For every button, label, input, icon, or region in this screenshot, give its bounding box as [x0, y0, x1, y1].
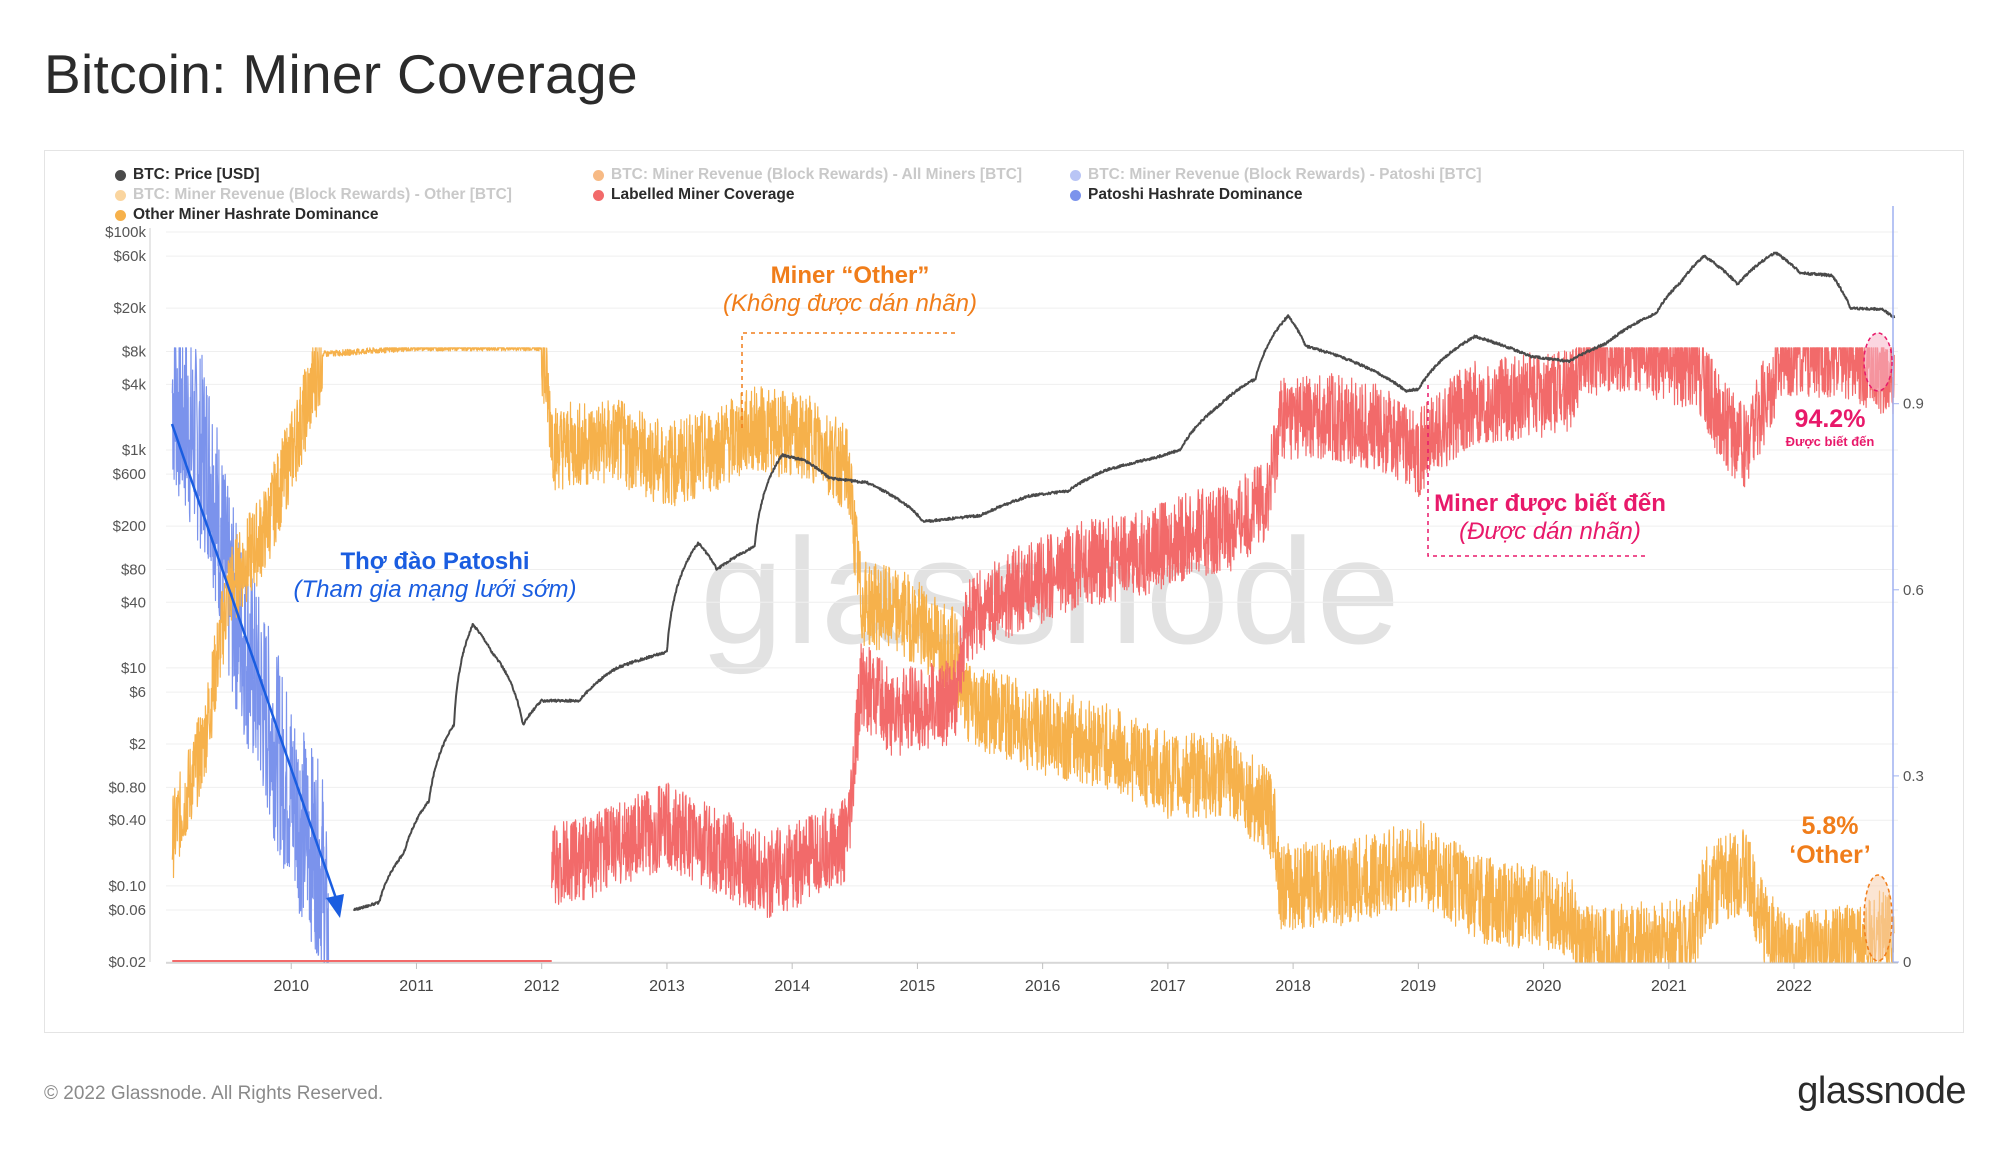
other-highlight-ellipse: [1863, 874, 1893, 962]
legend-dot: [593, 169, 604, 181]
legend-dot: [115, 169, 126, 181]
coverage-value: 94.2%: [1794, 405, 1866, 433]
page-title: Bitcoin: Miner Coverage: [44, 43, 638, 105]
y-left-tick-label: $10: [121, 660, 146, 677]
chart-frame: [44, 150, 1964, 1033]
legend-label: BTC: Miner Revenue (Block Rewards) - All…: [611, 166, 1023, 183]
x-tick-label: 2013: [649, 978, 685, 995]
x-tick-label: 2012: [524, 978, 560, 995]
legend-label: BTC: Miner Revenue (Block Rewards) - Pat…: [1088, 166, 1482, 183]
y-right-tick-label: 0.3: [1903, 768, 1924, 785]
annotation-other-miner: Miner “Other” (Không được dán nhãn): [690, 262, 1010, 318]
known-bracket: [1427, 385, 1648, 557]
legend-dot: [1070, 189, 1081, 201]
legend-item-other-dominance[interactable]: Other Miner Hashrate Dominance: [115, 206, 378, 224]
series-line: [171, 347, 1895, 963]
annotation-known-subtitle: (Được dán nhãn): [1459, 518, 1641, 545]
patoshi-arrow-line: [170, 423, 342, 911]
x-tick-label: 2014: [774, 978, 810, 995]
footer-brand-logo: glassnode: [1797, 1070, 1966, 1112]
patoshi-arrow-head: [326, 894, 344, 918]
series-layer: [171, 251, 1896, 963]
annotation-shapes: [170, 332, 1893, 962]
other-value: 5.8%: [1801, 812, 1859, 840]
other-caption: ‘Other’: [1789, 841, 1871, 869]
annotation-patoshi-title: Thợ đào Patoshi: [340, 548, 530, 575]
legend-dot: [115, 209, 126, 221]
legend-dot: [115, 189, 126, 201]
y-left-tick-label: $8k: [122, 344, 147, 361]
annotation-known-miner: Miner được biết đến (Được dán nhãn): [1400, 490, 1700, 546]
y-left-tick-label: $0.06: [108, 902, 146, 919]
annotation-patoshi: Thợ đào Patoshi (Tham gia mạng lưới sớm): [270, 548, 600, 604]
legend-label: Patoshi Hashrate Dominance: [1088, 186, 1303, 203]
legend-item-price[interactable]: BTC: Price [USD]: [115, 166, 260, 184]
y-left-tick-label: $4k: [122, 376, 147, 393]
y-left-tick-label: $0.40: [108, 812, 146, 829]
y-left-tick-label: $200: [113, 518, 146, 535]
y-left-tick-label: $40: [121, 594, 146, 611]
x-tick-label: 2015: [900, 978, 936, 995]
x-tick-label: 2022: [1776, 978, 1812, 995]
axes: $100k $60k $20k $8k $4k $1k $600 $200 $80 $40 $10 $…: [105, 206, 1924, 995]
y-left-tick-label: $60k: [113, 248, 146, 265]
legend-label: BTC: Miner Revenue (Block Rewards) - Oth…: [133, 186, 512, 203]
y-right-tick-label: 0.9: [1903, 396, 1924, 413]
series-line: [551, 347, 1895, 918]
coverage-caption: Được biết đến: [1785, 434, 1875, 449]
y-left-tick-label: $100k: [105, 224, 146, 241]
legend-item-patoshi-dominance[interactable]: Patoshi Hashrate Dominance: [1070, 186, 1302, 204]
legend-item-revenue-patoshi[interactable]: BTC: Miner Revenue (Block Rewards) - Pat…: [1070, 166, 1482, 184]
y-left-tick-label: $0.10: [108, 878, 146, 895]
y-left-tick-label: $80: [121, 561, 146, 578]
x-tick-label: 2019: [1401, 978, 1437, 995]
legend-item-revenue-other[interactable]: BTC: Miner Revenue (Block Rewards) - Oth…: [115, 186, 512, 204]
y-left-tick-label: $1k: [122, 442, 147, 459]
annotation-known-title: Miner được biết đến: [1434, 490, 1666, 517]
annotation-other-subtitle: (Không được dán nhãn): [723, 290, 977, 317]
x-tick-label: 2020: [1526, 978, 1562, 995]
legend-label: BTC: Price [USD]: [133, 166, 260, 183]
annotation-coverage-value: 94.2% Được biết đến: [1770, 405, 1890, 449]
x-tick-label: 2011: [399, 978, 434, 995]
y-left-tick-label: $2: [129, 736, 146, 753]
annotation-other-title: Miner “Other”: [770, 262, 930, 289]
legend-dot: [1070, 169, 1081, 181]
x-tick-label: 2010: [273, 978, 309, 995]
legend-label: Labelled Miner Coverage: [611, 186, 795, 203]
x-tick-label: 2021: [1651, 978, 1687, 995]
legend-item-revenue-all[interactable]: BTC: Miner Revenue (Block Rewards) - All…: [593, 166, 1022, 184]
y-left-tick-label: $6: [129, 684, 146, 701]
y-left-tick-label: $600: [113, 466, 146, 483]
y-right-tick-label: 0: [1903, 954, 1911, 971]
coverage-highlight-ellipse: [1863, 332, 1893, 392]
legend-item-labelled-coverage[interactable]: Labelled Miner Coverage: [593, 186, 794, 204]
x-tick-label: 2018: [1275, 978, 1311, 995]
y-right-tick-label: 0.6: [1903, 582, 1924, 599]
legend-label: Other Miner Hashrate Dominance: [133, 206, 379, 223]
legend-dot: [593, 189, 604, 201]
y-left-tick-label: $0.02: [108, 954, 146, 971]
footer-copyright: © 2022 Glassnode. All Rights Reserved.: [44, 1083, 384, 1104]
x-tick-label: 2017: [1150, 978, 1186, 995]
y-left-tick-label: $20k: [113, 300, 146, 317]
series-line: [352, 251, 1896, 912]
y-left-tick-label: $0.80: [108, 779, 146, 796]
annotation-other-value: 5.8% ‘Other’: [1770, 812, 1890, 870]
x-tick-label: 2016: [1025, 978, 1061, 995]
annotation-patoshi-subtitle: (Tham gia mạng lưới sớm): [293, 576, 577, 603]
